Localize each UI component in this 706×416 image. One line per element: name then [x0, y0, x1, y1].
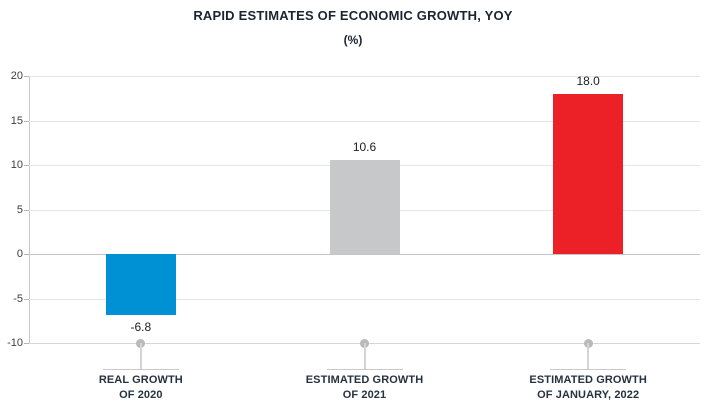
category-underline [550, 369, 627, 370]
y-tick-label-15: 15 [10, 114, 23, 127]
bar-value-label-estimated-growth-of-january-2022: 18.0 [576, 73, 600, 88]
category-label-line: ESTIMATED GROWTH [529, 374, 647, 386]
y-tick-mark--5 [24, 298, 29, 300]
bar-estimated-growth-of-january-2022 [553, 93, 624, 254]
y-tick-mark-0 [24, 254, 29, 255]
bar-real-growth-of-2020 [105, 254, 176, 315]
y-tick-mark-20 [24, 76, 29, 77]
y-tick-label-20: 20 [10, 70, 23, 82]
category-label-line: OF 2020 [119, 389, 163, 401]
gridline-20 [29, 76, 700, 77]
category-label-line: OF JANUARY, 2022 [537, 389, 640, 401]
axis-marker-stem [363, 343, 366, 369]
category-underline [326, 369, 403, 370]
gridline--5 [29, 298, 700, 300]
gridline-15 [29, 120, 700, 122]
axis-marker-stem [587, 343, 590, 369]
y-tick-label-5: 5 [16, 203, 23, 216]
y-tick-mark-10 [24, 165, 29, 166]
y-tick-label--5: -5 [13, 292, 23, 305]
chart-title: RAPID ESTIMATES OF ECONOMIC GROWTH, YOY [193, 8, 513, 23]
category-label-estimated-growth-of-january-2022: ESTIMATED GROWTH OF JANUARY, 2022 [498, 373, 678, 403]
category-underline [102, 369, 179, 370]
category-label-real-growth-of-2020: REAL GROWTH OF 2020 [51, 373, 231, 403]
bar-estimated-growth-of-2021 [329, 159, 400, 254]
axis-marker-stem [139, 343, 142, 369]
category-label-estimated-growth-of-2021: ESTIMATED GROWTH OF 2021 [275, 373, 455, 403]
y-tick-mark-5 [24, 209, 29, 211]
bar-value-label-real-growth-of-2020: -6.8 [130, 319, 152, 334]
y-tick-mark--10 [24, 343, 29, 344]
y-tick-mark-15 [24, 120, 29, 122]
category-label-line: OF 2021 [342, 389, 387, 401]
gridline-0 [29, 254, 700, 255]
category-label-line: ESTIMATED GROWTH [305, 374, 424, 386]
chart-subtitle: (%) [343, 33, 363, 47]
y-tick-label-10: 10 [10, 159, 23, 171]
y-tick-label-0: 0 [16, 248, 23, 260]
category-label-line: REAL GROWTH [98, 374, 183, 386]
y-tick-label--10: -10 [7, 337, 23, 349]
bar-value-label-estimated-growth-of-2021: 10.6 [352, 139, 377, 154]
